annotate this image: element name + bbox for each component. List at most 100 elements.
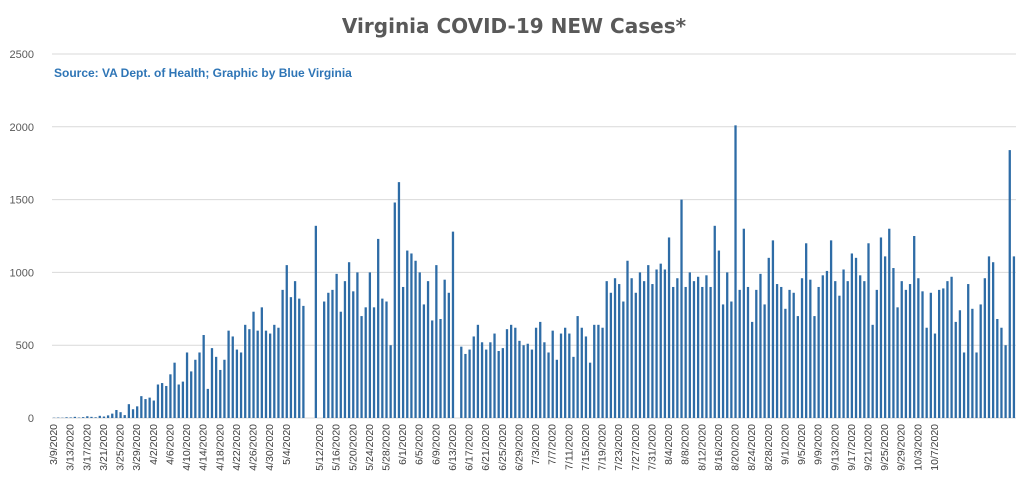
bar: [738, 289, 741, 418]
bar: [572, 356, 575, 418]
bar: [260, 307, 263, 418]
bar: [497, 351, 500, 418]
bar: [709, 286, 712, 418]
bar: [696, 276, 700, 418]
x-tick-label: 4/10/2020: [181, 424, 193, 471]
bar: [364, 307, 367, 418]
bar: [314, 225, 317, 418]
x-tick-label: 3/13/2020: [65, 424, 77, 471]
bar: [476, 324, 480, 418]
bar: [784, 308, 787, 418]
x-tick-label: 6/17/2020: [464, 424, 476, 471]
bar: [393, 202, 396, 418]
bar: [160, 383, 164, 418]
bar: [140, 396, 143, 418]
bar: [888, 228, 891, 418]
bar: [838, 295, 841, 418]
bar: [136, 406, 139, 418]
bar: [273, 324, 276, 418]
x-tick-label: 7/15/2020: [580, 424, 592, 471]
bar: [127, 404, 131, 418]
bar: [576, 316, 579, 418]
bar: [601, 327, 604, 418]
x-tick-label: 7/7/2020: [547, 424, 559, 465]
bar: [152, 400, 155, 418]
bar: [1012, 256, 1016, 418]
x-tick-label: 9/25/2020: [879, 424, 891, 471]
bar: [347, 262, 351, 418]
bar: [451, 231, 455, 418]
bar: [185, 352, 189, 418]
bar: [717, 250, 721, 418]
bar: [165, 385, 168, 418]
x-tick-label: 6/9/2020: [430, 424, 442, 465]
bar: [206, 388, 209, 418]
bar: [921, 291, 924, 418]
bar: [834, 281, 837, 418]
bar: [534, 327, 538, 418]
bar: [289, 297, 293, 418]
bar: [605, 281, 608, 418]
bar: [385, 301, 388, 418]
bar: [805, 243, 808, 418]
bar: [721, 304, 725, 418]
bar: [281, 289, 284, 418]
bar: [796, 316, 799, 418]
bar: [555, 359, 558, 418]
bar: [817, 286, 820, 418]
bar: [929, 292, 932, 418]
bar: [651, 284, 654, 418]
x-tick-label: 7/11/2020: [563, 424, 575, 470]
bar: [946, 281, 949, 418]
bar: [410, 253, 413, 418]
bar: [73, 416, 76, 418]
bar: [65, 417, 68, 418]
bar: [842, 269, 845, 418]
bar: [647, 265, 650, 418]
x-tick-label: 3/25/2020: [115, 424, 127, 471]
bar: [867, 243, 870, 418]
bar: [883, 256, 887, 418]
bar: [904, 289, 908, 418]
x-axis-tick-labels: 3/9/2020 3/13/2020 3/17/2020 3/21/2020 3/25/…: [48, 424, 941, 471]
bar: [875, 289, 878, 418]
bar: [667, 237, 671, 418]
bar: [896, 307, 899, 418]
bar: [788, 289, 791, 418]
x-tick-label: 9/1/2020: [779, 424, 791, 465]
bar: [996, 318, 999, 418]
bar: [983, 278, 986, 418]
bar: [584, 336, 588, 418]
x-tick-label: 4/22/2020: [231, 424, 243, 471]
x-tick-label: 5/24/2020: [364, 424, 376, 471]
bar: [701, 286, 704, 418]
x-tick-label: 10/7/2020: [929, 424, 941, 471]
bar: [214, 356, 218, 418]
bar: [439, 318, 442, 418]
bar: [356, 272, 359, 418]
bar: [564, 327, 567, 418]
x-tick-label: 3/21/2020: [98, 424, 110, 471]
bar: [190, 371, 193, 418]
x-tick-label: 7/31/2020: [646, 424, 658, 471]
bar: [559, 333, 563, 418]
bar: [169, 374, 172, 418]
bar: [813, 316, 816, 418]
bar: [406, 250, 409, 418]
bar: [937, 289, 941, 418]
bar: [913, 236, 916, 418]
x-tick-label: 4/2/2020: [148, 424, 160, 465]
bar: [472, 336, 475, 418]
x-tick-label: 7/27/2020: [630, 424, 642, 471]
chart-title: Virginia COVID-19 NEW Cases*: [342, 14, 687, 38]
bar: [871, 324, 874, 418]
x-tick-label: 9/21/2020: [862, 424, 874, 471]
bar: [298, 298, 301, 418]
bar: [987, 256, 991, 418]
bar: [106, 415, 110, 418]
x-tick-label: 10/3/2020: [912, 424, 924, 471]
bar: [372, 307, 376, 418]
y-tick-label: 2000: [10, 122, 34, 134]
x-tick-label: 5/4/2020: [281, 424, 293, 465]
